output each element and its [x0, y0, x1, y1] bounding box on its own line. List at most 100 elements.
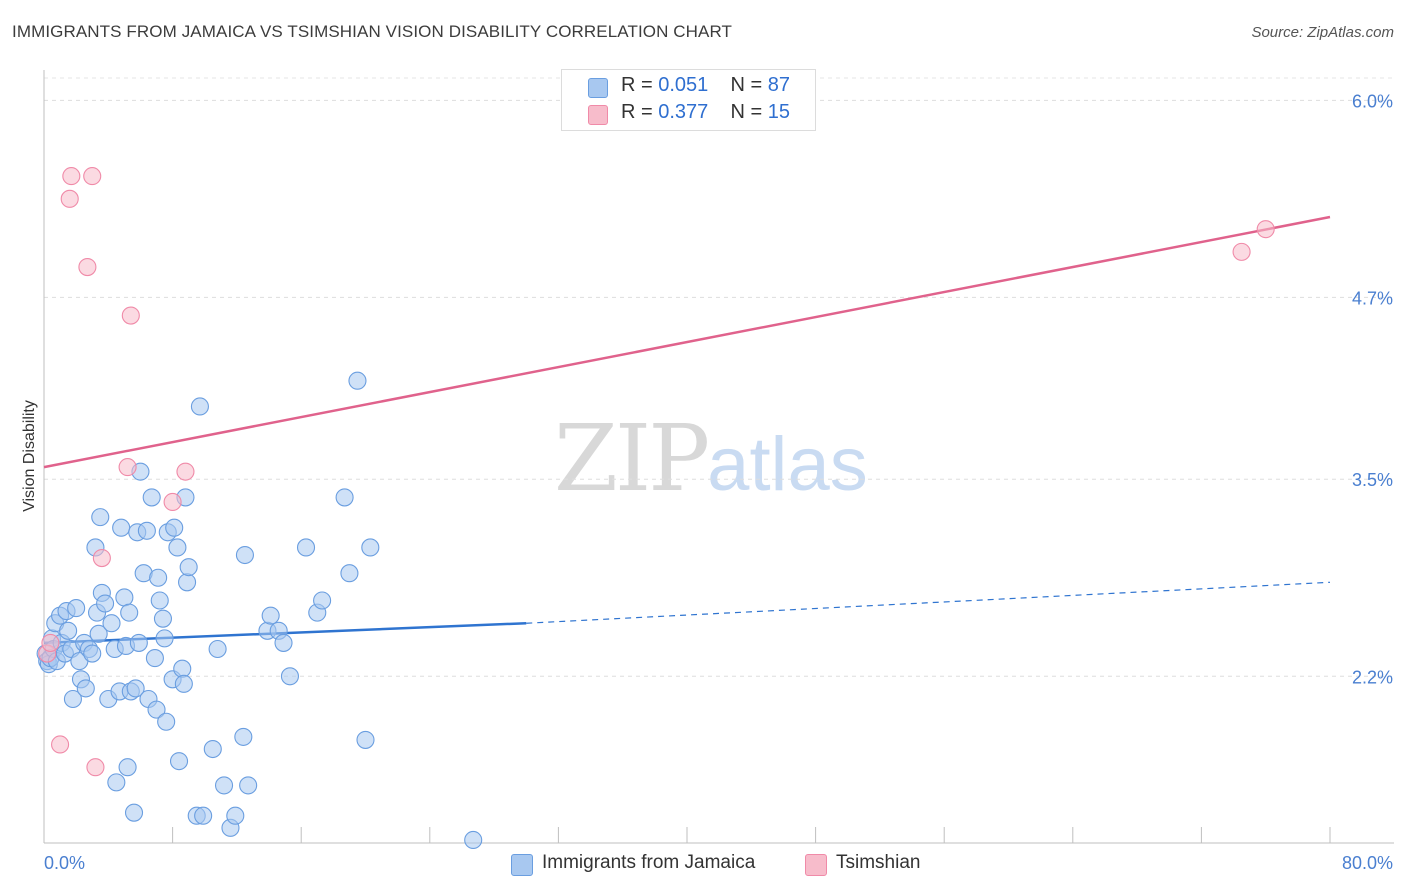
point-jamaica — [129, 633, 148, 652]
bottom-legend-label-jamaica: Immigrants from Jamaica — [542, 852, 756, 873]
point-jamaica — [203, 739, 222, 759]
point-jamaica — [208, 639, 227, 659]
y-axis-label: Vision Disability — [21, 400, 38, 512]
grid-lines — [44, 77, 1394, 677]
y-tick-label: 2.2% — [1352, 667, 1393, 687]
point-jamaica — [361, 538, 380, 557]
point-jamaica — [83, 644, 102, 663]
point-tsimshian — [121, 306, 140, 325]
point-jamaica — [214, 776, 234, 795]
point-tsimshian — [60, 189, 79, 208]
point-jamaica — [142, 488, 161, 507]
point-jamaica — [239, 776, 258, 795]
data-points — [36, 167, 1275, 850]
legend-n-value: 87 — [767, 74, 791, 96]
point-jamaica — [147, 700, 166, 719]
watermark-zip: ZIP — [554, 405, 710, 512]
point-tsimshian — [176, 462, 195, 481]
chart-title: IMMIGRANTS FROM JAMAICA VS TSIMSHIAN VIS… — [12, 22, 733, 41]
trendline-jamaica-extension — [526, 581, 1331, 624]
point-jamaica — [274, 633, 293, 652]
bottom-legend-label-tsimshian: Tsimshian — [836, 852, 921, 873]
point-jamaica — [340, 564, 359, 583]
point-jamaica — [313, 591, 332, 610]
point-jamaica — [234, 727, 253, 746]
point-jamaica — [91, 508, 110, 527]
watermark: ZIPatlas — [554, 405, 868, 512]
x-tick-label: 0.0% — [44, 853, 85, 873]
point-jamaica — [63, 689, 82, 709]
point-tsimshian — [51, 735, 70, 754]
y-tick-label: 3.5% — [1352, 470, 1393, 490]
point-jamaica — [67, 599, 86, 618]
y-tick-label: 6.0% — [1352, 91, 1393, 111]
point-tsimshian — [41, 633, 60, 652]
point-jamaica — [155, 629, 174, 648]
point-jamaica — [107, 773, 126, 792]
point-jamaica — [296, 538, 316, 557]
point-tsimshian — [83, 167, 102, 186]
point-jamaica — [194, 806, 213, 825]
point-jamaica — [157, 712, 176, 731]
point-jamaica — [149, 568, 168, 587]
point-jamaica — [120, 603, 139, 622]
point-jamaica — [168, 538, 187, 557]
point-jamaica — [150, 591, 169, 610]
point-jamaica — [280, 667, 299, 686]
axes — [43, 70, 1394, 844]
point-tsimshian — [1256, 220, 1275, 239]
bottom-legend-swatch-jamaica — [511, 854, 533, 876]
point-tsimshian — [163, 492, 182, 512]
legend-r-label: R = — [621, 74, 653, 96]
point-jamaica — [226, 806, 245, 825]
point-jamaica — [464, 830, 483, 850]
watermark-atlas: atlas — [707, 422, 868, 507]
legend-n-label: N = — [730, 74, 763, 96]
legend-swatch-jamaica — [588, 78, 608, 98]
legend-swatch-tsimshian — [588, 105, 608, 125]
bottom-legend-swatch-tsimshian — [805, 854, 827, 876]
point-jamaica — [169, 752, 189, 771]
correlation-legend: R = 0.051 N = 87 R = 0.377 N = 15 — [561, 69, 816, 131]
point-jamaica — [59, 621, 78, 640]
point-jamaica — [173, 659, 192, 678]
point-jamaica — [165, 518, 184, 537]
point-tsimshian — [92, 549, 111, 568]
point-jamaica — [96, 594, 115, 613]
trend-lines — [43, 215, 1331, 645]
point-jamaica — [153, 609, 173, 628]
point-tsimshian — [1232, 242, 1251, 261]
point-jamaica — [190, 397, 209, 416]
point-jamaica — [335, 488, 354, 507]
point-tsimshian — [86, 758, 105, 777]
point-jamaica — [178, 573, 197, 592]
point-jamaica — [174, 674, 193, 693]
point-jamaica — [124, 803, 144, 822]
point-jamaica — [102, 614, 121, 633]
legend-r-label: R = — [621, 101, 653, 123]
point-tsimshian — [118, 458, 137, 477]
point-jamaica — [76, 679, 95, 698]
point-jamaica — [89, 624, 108, 643]
source-label: Source: ZipAtlas.com — [1251, 24, 1394, 41]
point-jamaica — [126, 679, 145, 698]
x-tick-label: 80.0% — [1342, 853, 1393, 873]
legend-r-value: 0.051 — [658, 74, 709, 96]
point-jamaica — [261, 606, 280, 625]
point-jamaica — [112, 518, 131, 537]
point-tsimshian — [62, 167, 81, 186]
point-jamaica — [179, 558, 198, 577]
legend-r-value: 0.377 — [658, 101, 709, 123]
point-jamaica — [118, 758, 137, 777]
point-jamaica — [145, 649, 164, 668]
point-jamaica — [137, 521, 156, 540]
y-tick-label: 4.7% — [1352, 288, 1393, 308]
point-jamaica — [348, 371, 367, 390]
point-tsimshian — [78, 257, 97, 277]
legend-n-label: N = — [730, 101, 763, 123]
tick-labels: 6.0% 4.7% 3.5% 2.2% 0.0% 80.0% — [44, 91, 1393, 873]
point-jamaica — [356, 730, 375, 749]
trendline-tsimshian — [43, 215, 1331, 469]
point-jamaica — [115, 588, 134, 607]
